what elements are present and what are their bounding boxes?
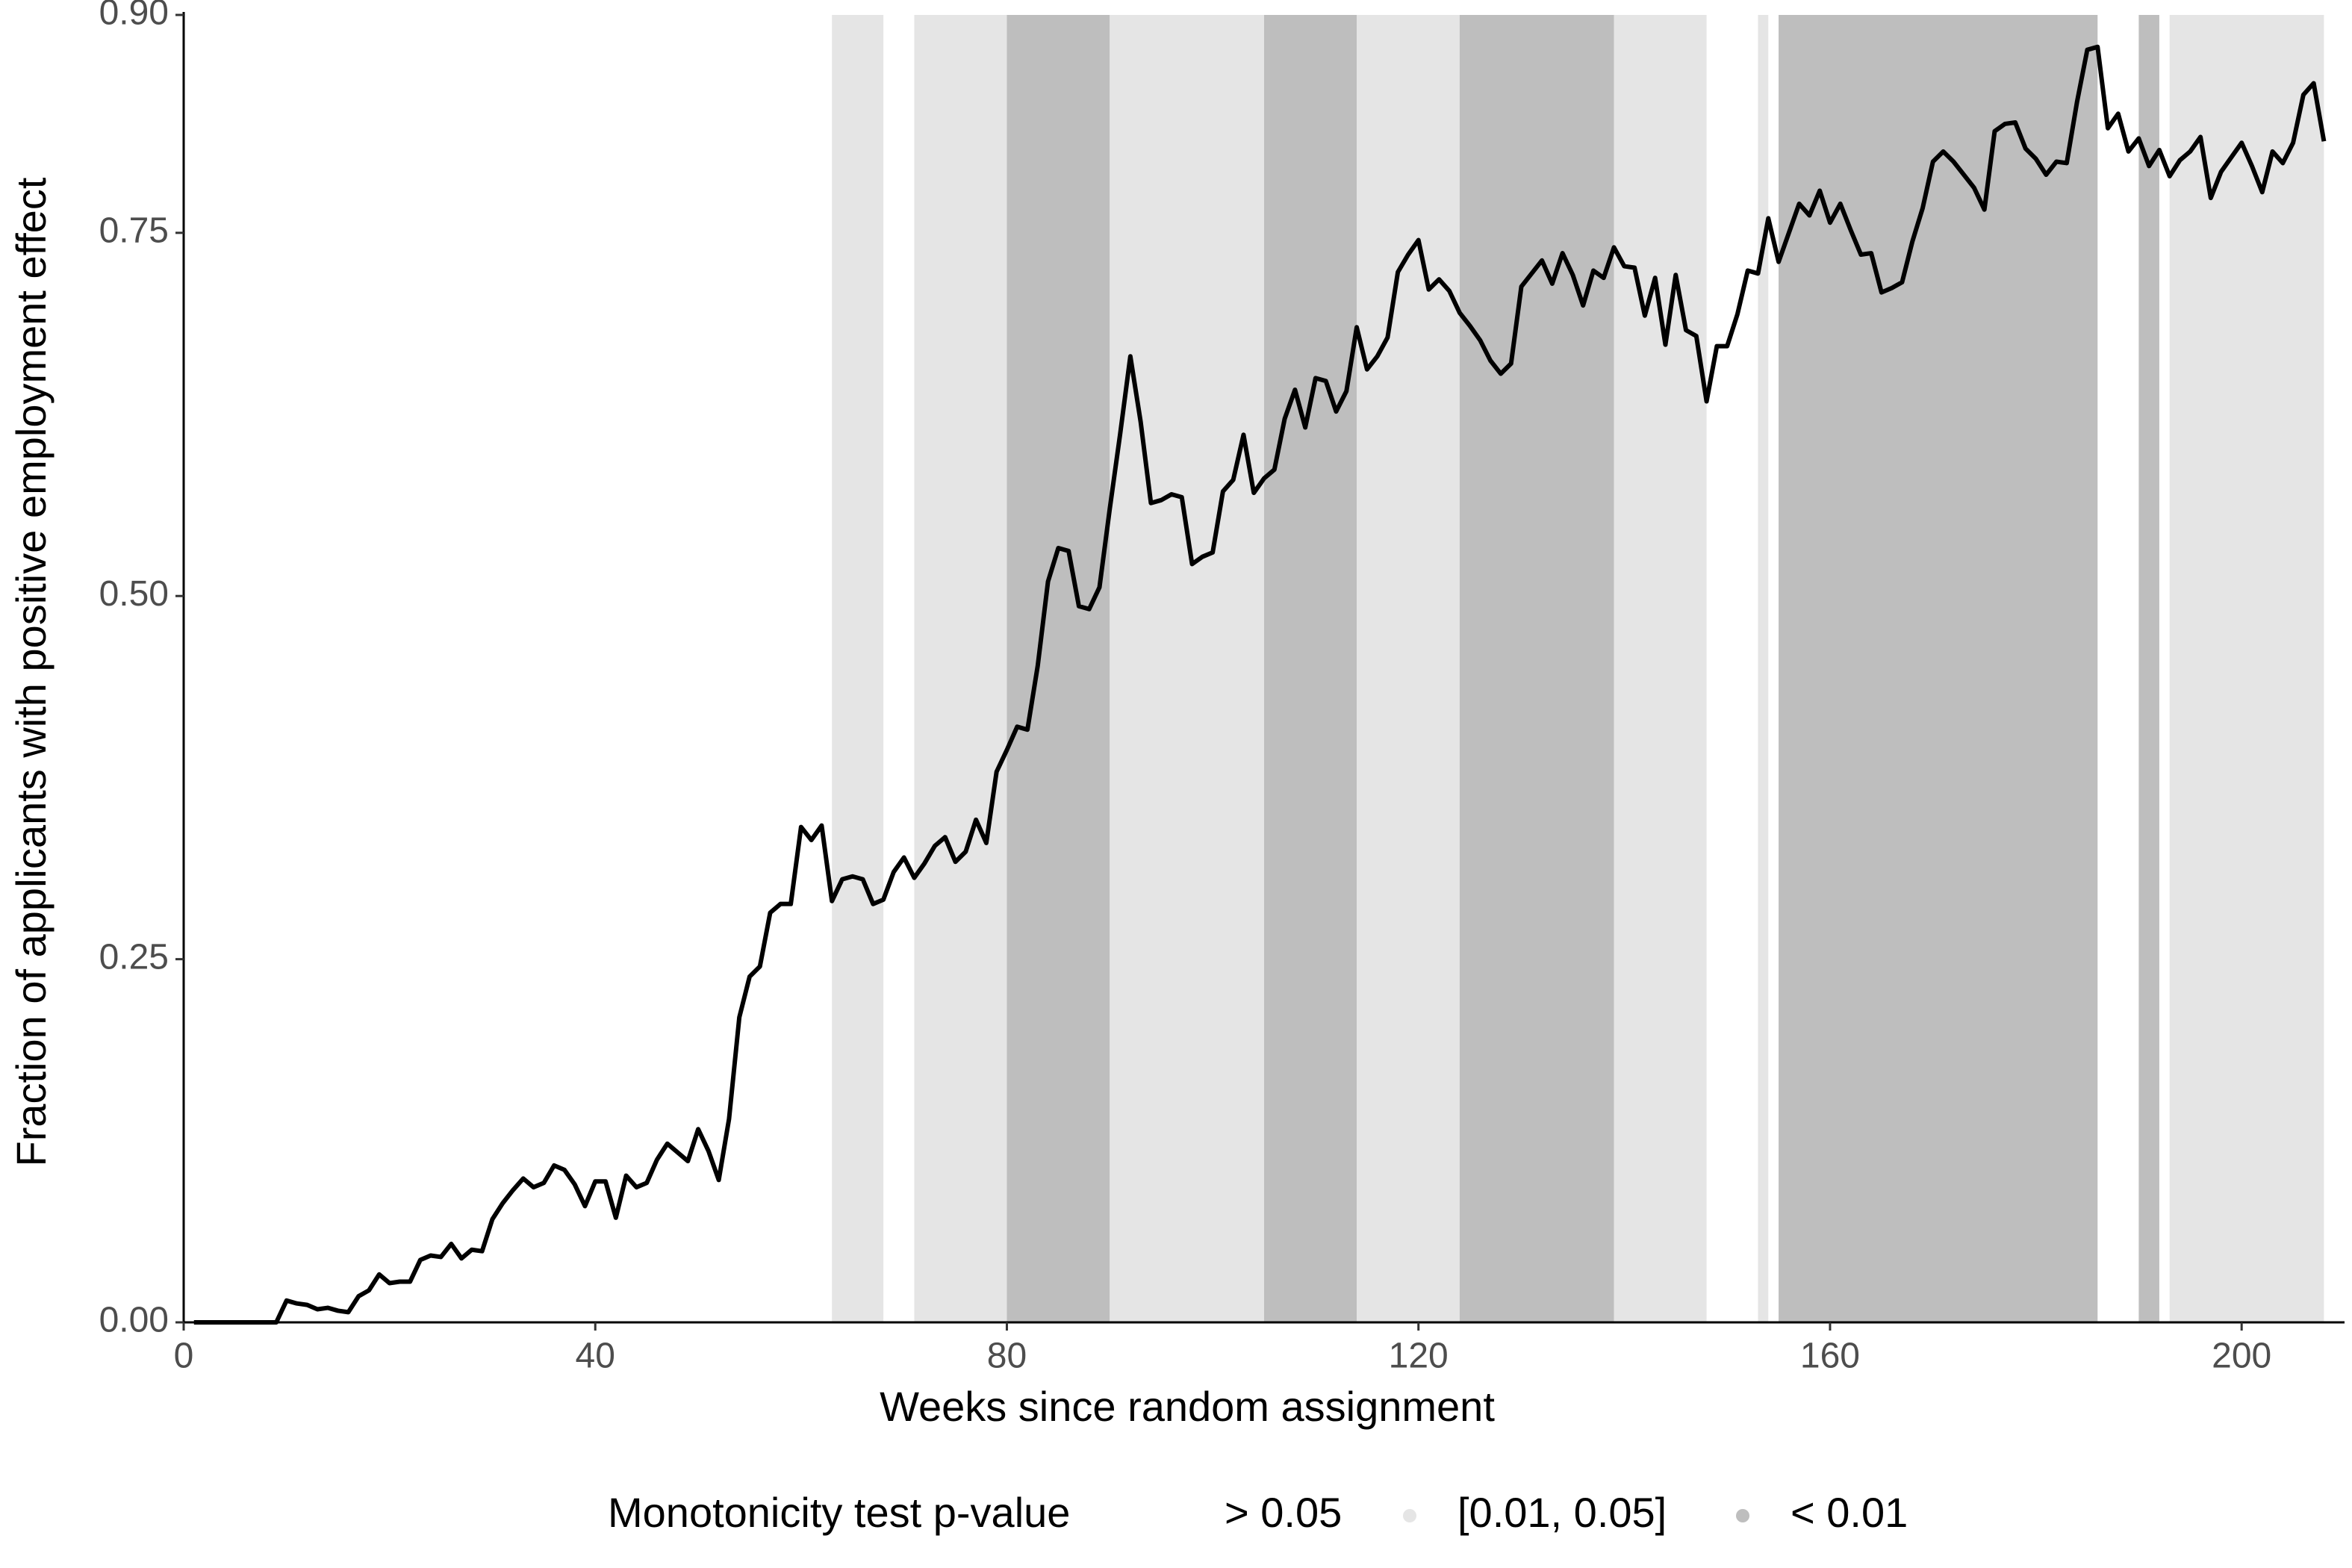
legend-key	[1736, 1509, 1749, 1522]
significance-band	[2138, 15, 2159, 1322]
significance-band	[1007, 15, 1110, 1322]
significance-band	[832, 15, 884, 1322]
legend-label: [0.01, 0.05]	[1457, 1489, 1667, 1536]
y-tick-label: 0.25	[99, 937, 169, 977]
x-tick-label: 0	[174, 1337, 194, 1376]
y-tick-label: 0.75	[99, 211, 169, 251]
x-tick-label: 120	[1389, 1337, 1449, 1376]
data-line	[193, 44, 2327, 1325]
x-tick-label: 160	[1800, 1337, 1860, 1376]
y-tick-label: 0.00	[99, 1301, 169, 1340]
significance-band	[1779, 15, 2098, 1322]
significance-band	[1758, 15, 1769, 1322]
x-tick-label: 40	[576, 1337, 615, 1376]
legend-key	[1192, 1509, 1205, 1522]
significance-band	[914, 15, 1007, 1322]
significance-band	[1264, 15, 1357, 1322]
x-tick-label: 200	[2212, 1337, 2271, 1376]
y-tick-label: 0.90	[99, 0, 169, 33]
significance-band	[1614, 15, 1707, 1322]
significance-band	[1110, 15, 1264, 1322]
y-axis-title: Fraction of applicants with positive emp…	[7, 177, 55, 1166]
significance-band	[1357, 15, 1460, 1322]
x-tick-label: 80	[987, 1337, 1027, 1376]
x-axis-title: Weeks since random assignment	[880, 1383, 1495, 1430]
legend-title: Monotonicity test p-value	[608, 1489, 1070, 1536]
legend-label: > 0.05	[1225, 1489, 1342, 1536]
y-tick-label: 0.50	[99, 574, 169, 614]
significance-band	[1459, 15, 1614, 1322]
legend-label: < 0.01	[1791, 1489, 1908, 1536]
legend-key	[1403, 1509, 1416, 1522]
significance-band	[2169, 15, 2324, 1322]
